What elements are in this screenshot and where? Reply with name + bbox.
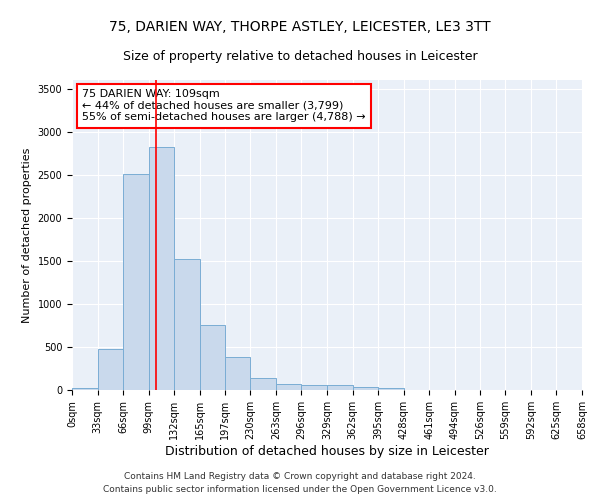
Bar xyxy=(327,386,353,390)
Text: Contains public sector information licensed under the Open Government Licence v3: Contains public sector information licen… xyxy=(103,485,497,494)
Bar xyxy=(378,388,404,390)
Bar xyxy=(353,388,378,390)
Y-axis label: Number of detached properties: Number of detached properties xyxy=(22,148,32,322)
Bar xyxy=(200,326,224,390)
Bar xyxy=(175,259,200,390)
Bar xyxy=(301,386,327,390)
Bar xyxy=(123,174,149,390)
Bar xyxy=(149,147,175,390)
Text: 75 DARIEN WAY: 109sqm
← 44% of detached houses are smaller (3,799)
55% of semi-d: 75 DARIEN WAY: 109sqm ← 44% of detached … xyxy=(82,90,366,122)
Bar xyxy=(224,357,250,390)
Bar xyxy=(98,348,123,390)
Bar xyxy=(72,388,98,390)
Text: 75, DARIEN WAY, THORPE ASTLEY, LEICESTER, LE3 3TT: 75, DARIEN WAY, THORPE ASTLEY, LEICESTER… xyxy=(109,20,491,34)
Bar xyxy=(276,384,301,390)
Text: Size of property relative to detached houses in Leicester: Size of property relative to detached ho… xyxy=(122,50,478,63)
Text: Contains HM Land Registry data © Crown copyright and database right 2024.: Contains HM Land Registry data © Crown c… xyxy=(124,472,476,481)
X-axis label: Distribution of detached houses by size in Leicester: Distribution of detached houses by size … xyxy=(165,444,489,458)
Bar xyxy=(250,378,276,390)
